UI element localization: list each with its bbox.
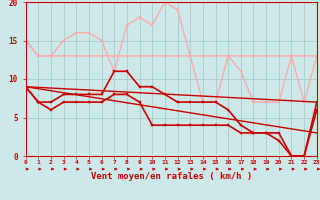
X-axis label: Vent moyen/en rafales ( km/h ): Vent moyen/en rafales ( km/h ) [91,172,252,181]
